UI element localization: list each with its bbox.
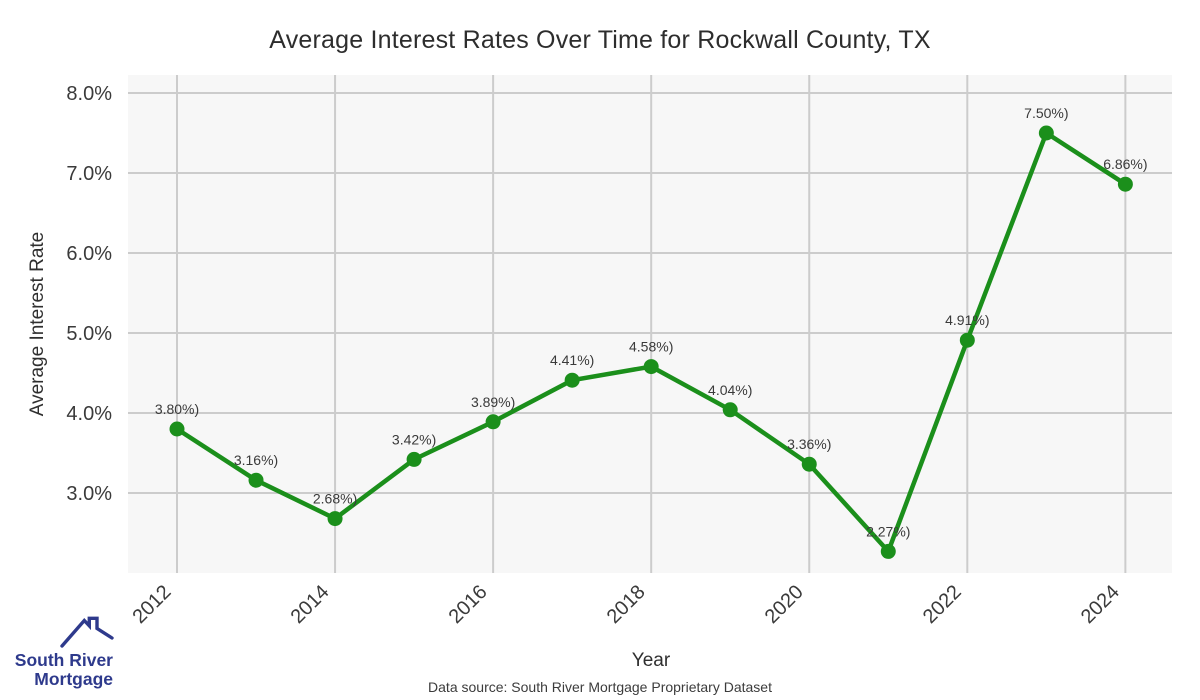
data-point-2021 (880, 543, 896, 559)
data-point-label-2014: 2.68%) (313, 491, 357, 507)
data-point-2022 (959, 332, 975, 348)
y-tick-label: 7.0% (66, 163, 112, 185)
logo-text-line2: Mortgage (34, 669, 113, 689)
x-tick-label: 2018 (603, 581, 650, 628)
x-tick-label: 2014 (287, 581, 334, 628)
data-point-label-2018: 4.58%) (629, 339, 673, 355)
y-tick-label: 8.0% (66, 83, 112, 105)
data-point-label-2022: 4.91%) (945, 312, 989, 328)
x-tick-label: 2024 (1077, 581, 1124, 628)
data-point-2012 (169, 421, 185, 437)
x-tick-label: 2020 (761, 581, 808, 628)
y-tick-label: 3.0% (66, 483, 112, 505)
data-point-label-2023: 7.50%) (1024, 105, 1068, 121)
x-tick-label: 2022 (919, 581, 966, 628)
y-tick-label: 5.0% (66, 323, 112, 345)
data-point-label-2019: 4.04%) (708, 382, 752, 398)
data-point-2015 (406, 451, 422, 467)
data-source-caption: Data source: South River Mortgage Propri… (428, 679, 772, 695)
data-point-label-2024: 6.86%) (1103, 156, 1147, 172)
chart-title: Average Interest Rates Over Time for Roc… (269, 26, 931, 54)
data-point-label-2017: 4.41%) (550, 352, 594, 368)
data-point-2016 (485, 414, 501, 430)
data-point-2020 (801, 456, 817, 472)
data-point-2014 (327, 511, 343, 527)
data-point-2024 (1117, 176, 1133, 192)
data-point-2017 (564, 372, 580, 388)
x-tick-label: 2016 (445, 581, 492, 628)
data-point-2018 (643, 359, 659, 375)
y-tick-label: 4.0% (66, 403, 112, 425)
company-logo: South River Mortgage (10, 610, 140, 694)
logo-text-line1: South River (15, 650, 113, 670)
data-point-2013 (248, 472, 264, 488)
data-point-label-2020: 3.36%) (787, 436, 831, 452)
data-point-label-2015: 3.42%) (392, 431, 436, 447)
data-point-label-2021: 2.27%) (866, 523, 910, 539)
x-axis-title: Year (631, 650, 671, 671)
plot-background (128, 75, 1172, 573)
data-point-label-2016: 3.89%) (471, 394, 515, 410)
data-point-label-2012: 3.80%) (155, 401, 199, 417)
data-point-2023 (1038, 125, 1054, 141)
data-point-label-2013: 3.16%) (234, 452, 278, 468)
y-tick-label: 6.0% (66, 243, 112, 265)
data-point-2019 (722, 402, 738, 418)
house-roof-icon (60, 616, 114, 648)
